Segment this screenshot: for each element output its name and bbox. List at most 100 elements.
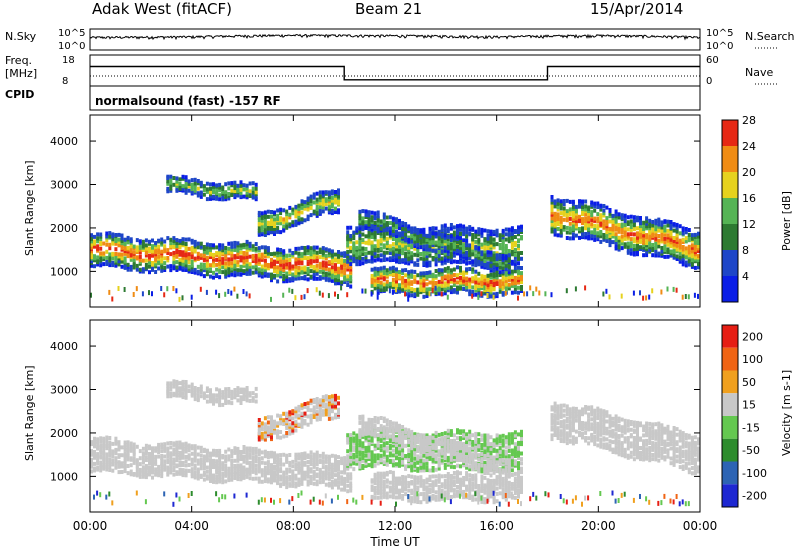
velocity-cell (367, 417, 371, 422)
power-cell (273, 219, 276, 224)
power-cell (190, 263, 194, 268)
power-cell (215, 187, 219, 192)
power-cell (361, 238, 365, 242)
power-cell (199, 255, 203, 260)
power-cell (233, 183, 237, 188)
power-cell (285, 258, 289, 263)
velocity-cell (266, 415, 270, 420)
power-cell (279, 207, 283, 212)
power-cell (349, 255, 353, 260)
velocity-noise-cell (395, 501, 397, 507)
power-cell (456, 240, 459, 245)
velocity-cell (337, 455, 340, 460)
velocity-cell (379, 489, 383, 494)
power-cell (172, 244, 176, 248)
power-cell (602, 213, 606, 218)
power-cell (513, 253, 517, 257)
power-cell (172, 176, 176, 180)
power-cell (343, 271, 347, 276)
power-cell (632, 218, 636, 223)
velocity-cell (209, 396, 212, 401)
power-cell (398, 250, 401, 254)
power-cell (480, 282, 484, 287)
velocity-cell (175, 391, 179, 395)
power-cell (184, 178, 188, 182)
velocity-cell (376, 489, 380, 493)
power-cell (395, 279, 398, 284)
power-cell (105, 259, 109, 264)
power-cell (355, 240, 359, 245)
power-cell (315, 203, 319, 208)
velocity-cell (260, 460, 264, 465)
power-cell (276, 270, 280, 274)
power-cell (550, 219, 554, 223)
power-cell (486, 265, 490, 270)
power-cell (617, 212, 621, 217)
power-cell (154, 241, 158, 245)
velocity-cell (166, 454, 170, 459)
power-cell (480, 230, 484, 235)
power-cell (312, 252, 316, 257)
power-cell (263, 271, 267, 276)
power-cell (367, 230, 371, 235)
velocity-cell (199, 384, 203, 389)
velocity-cell (245, 393, 249, 398)
velocity-cell (239, 452, 243, 457)
power-cell (669, 229, 673, 234)
power-cell (218, 264, 222, 269)
power-cell (510, 245, 514, 250)
power-cell (398, 241, 401, 246)
power-cell (373, 221, 377, 225)
velocity-cell (151, 446, 154, 451)
power-cell (449, 234, 453, 239)
velocity-cell (330, 485, 334, 490)
power-cell (645, 233, 649, 238)
power-cell (590, 200, 594, 205)
velocity-cell (285, 467, 289, 472)
power-cell (559, 199, 563, 204)
power-cell (413, 261, 417, 266)
velocity-cell (294, 473, 298, 478)
velocity-cell (224, 471, 228, 476)
power-cell (230, 241, 234, 246)
velocity-cell (291, 464, 295, 469)
power-cell (120, 245, 124, 250)
velocity-cell (205, 469, 209, 474)
power-cell (422, 259, 426, 264)
power-cell (590, 224, 594, 229)
velocity-cell (327, 397, 331, 402)
power-cell (160, 263, 164, 268)
power-cell (364, 213, 368, 217)
velocity-cell (349, 481, 353, 486)
power-cell (480, 242, 484, 247)
power-cell (199, 265, 203, 270)
velocity-cell (141, 459, 145, 463)
velocity-cell (144, 475, 148, 480)
velocity-cell (187, 453, 191, 458)
power-cell (620, 234, 624, 239)
power-cell (431, 284, 435, 289)
velocity-cell (169, 383, 173, 388)
velocity-cell (276, 472, 280, 477)
power-cell (99, 242, 103, 246)
power-cell (175, 188, 179, 193)
power-cell (443, 251, 447, 256)
velocity-cell (169, 460, 173, 465)
power-cell (663, 219, 667, 224)
power-cell (373, 272, 377, 277)
velocity-cell (151, 452, 154, 457)
power-cell (306, 269, 310, 274)
power-cell (492, 229, 496, 234)
power-cell (465, 267, 469, 272)
power-cell (422, 247, 426, 252)
power-cell (205, 242, 209, 247)
power-cell (315, 211, 319, 216)
velocity-cell (327, 395, 331, 400)
power-cell (669, 234, 673, 239)
velocity-cell (306, 464, 310, 469)
power-cell (358, 240, 362, 245)
power-cell (379, 239, 383, 244)
power-cell (388, 221, 392, 225)
power-cell (166, 186, 170, 191)
velocity-cell (123, 451, 127, 456)
